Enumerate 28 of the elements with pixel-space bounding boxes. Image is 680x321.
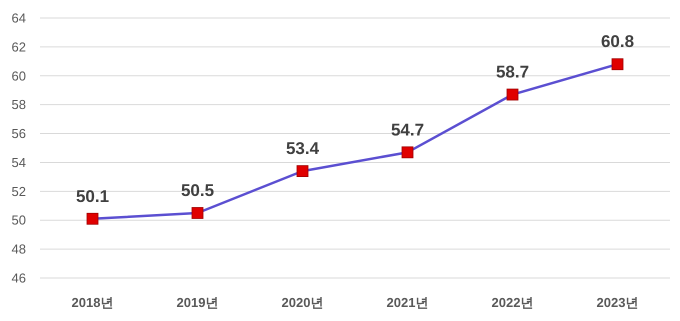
x-tick-label: 2021년 [386,295,428,310]
y-tick-label: 64 [12,10,26,26]
data-label: 60.8 [600,32,634,52]
y-tick-label: 54 [12,154,26,170]
y-tick-label: 58 [12,97,26,112]
data-label: 58.7 [496,62,530,82]
x-tick-label: 2022년 [492,295,534,310]
y-tick-label: 46 [12,270,26,286]
y-tick-label: 48 [12,242,26,257]
data-label: 50.1 [76,186,110,206]
point [506,88,518,100]
point [296,165,308,178]
point [192,207,204,219]
point [402,146,414,158]
data-label: 50.5 [180,181,214,200]
x-tick-label: 2020년 [282,295,324,310]
y-tick-label: 52 [12,184,26,199]
point [612,58,624,70]
y-tick-label: 50 [12,212,26,228]
y-tick-label: 60 [12,68,26,84]
x-tick-label: 2018년 [72,295,114,310]
data-label: 54.7 [390,120,424,140]
x-tick-label: 2023년 [596,295,638,310]
data-label: 53.4 [286,139,320,158]
x-tick-label: 2019년 [176,295,218,310]
y-tick-label: 62 [12,39,26,54]
y-tick-label: 56 [12,126,26,142]
point [86,212,98,225]
